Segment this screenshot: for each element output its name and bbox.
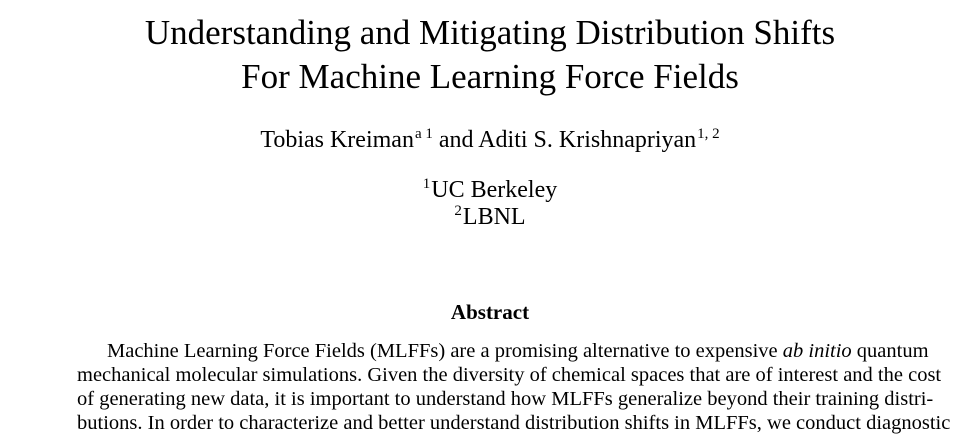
affiliation-marker: 2 (454, 203, 462, 219)
affiliation-marker: 1 (422, 176, 431, 192)
abstract-line: mechanical molecular simulations. Given … (77, 363, 941, 387)
abstract-text: Machine Learning Force Fields (MLFFs) ar… (107, 340, 783, 362)
abstract-body: Machine Learning Force Fields (MLFFs) ar… (77, 339, 950, 435)
abstract-text: mechanical molecular simulations. Given … (77, 364, 942, 386)
affiliation: 2LBNL (0, 203, 980, 234)
affiliation-name: LBNL (462, 204, 526, 230)
paper-title-line-2: For Machine Learning Force Fields (241, 57, 739, 96)
abstract-line: butions. In order to characterize and be… (77, 411, 950, 435)
author-superscript: 1, 2 (697, 126, 720, 142)
affiliation: 1UC Berkeley (0, 176, 980, 207)
paper-title-line-1: Understanding and Mitigating Distributio… (144, 13, 836, 52)
abstract-text: of generating new data, it is important … (77, 388, 934, 410)
abstract-line: Machine Learning Force Fields (MLFFs) ar… (77, 339, 929, 363)
abstract-text: quantum (851, 340, 929, 362)
author-conjunction: and (432, 127, 479, 153)
affiliation-name: UC Berkeley (431, 177, 558, 203)
abstract-text: butions. In order to characterize and be… (77, 412, 951, 434)
abstract-line: of generating new data, it is important … (77, 387, 933, 411)
abstract-heading: Abstract (450, 300, 530, 324)
abstract-italic-text: ab initio (782, 340, 852, 362)
author-name: Aditi S. Krishnapriyan (478, 127, 697, 153)
author-superscript: a 1 (414, 126, 433, 142)
author-name: Tobias Kreiman (260, 127, 414, 153)
author-list: Tobias Kreimana 1 and Aditi S. Krishnapr… (0, 124, 980, 159)
